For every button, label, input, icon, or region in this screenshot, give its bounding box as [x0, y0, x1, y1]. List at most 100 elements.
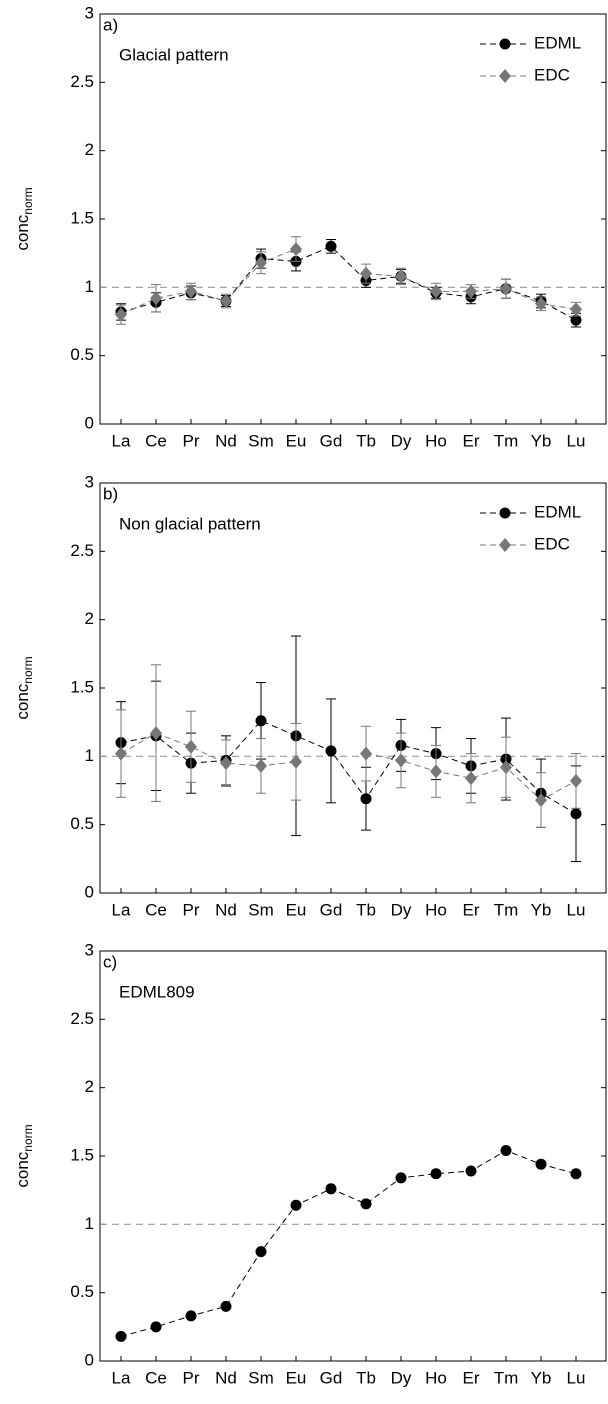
marker: [255, 758, 267, 773]
x-tick-label: Er: [463, 900, 480, 919]
panel: 0 0.5 1 1.5 2 2.5 3 La Ce Pr Nd Sm Eu Gd Tb Dy Ho Er Tm Yb L…: [13, 940, 607, 1387]
marker: [290, 754, 302, 769]
x-tick-label: Sm: [248, 900, 274, 919]
marker: [535, 793, 547, 808]
y-label-sub: norm: [21, 1124, 35, 1151]
x-tick-label: Tb: [356, 900, 376, 919]
x-tick-label: Ce: [145, 1368, 167, 1387]
x-tick-label: Er: [463, 1368, 480, 1387]
legend-marker: [499, 538, 511, 552]
axes-frame: [99, 950, 607, 1362]
x-tick-label: Ho: [425, 431, 447, 450]
y-tick-label: 3: [85, 940, 94, 959]
panel-label: b): [103, 484, 118, 503]
x-tick-label: Tb: [356, 1368, 376, 1387]
y-tick-label: 2: [85, 1077, 94, 1096]
marker: [115, 746, 127, 761]
marker: [500, 1145, 512, 1157]
marker: [220, 756, 232, 771]
marker: [220, 1300, 232, 1312]
marker: [255, 715, 267, 727]
x-tick-label: Nd: [215, 900, 237, 919]
x-tick-label: La: [112, 431, 131, 450]
marker: [430, 764, 442, 779]
x-tick-label: Eu: [286, 900, 307, 919]
x-tick-label: Gd: [320, 431, 343, 450]
x-tick-label: Sm: [248, 1368, 274, 1387]
marker: [465, 1165, 477, 1177]
marker: [360, 1198, 372, 1210]
marker: [465, 771, 477, 786]
y-label-sub: norm: [21, 656, 35, 683]
y-tick-label: 0.5: [70, 1282, 94, 1301]
x-tick-label: Ho: [425, 1368, 447, 1387]
y-tick-label: 3: [85, 472, 94, 491]
x-tick-label: Tm: [494, 431, 519, 450]
x-tick-label: Gd: [320, 900, 343, 919]
y-tick-label: 0: [85, 1350, 94, 1369]
x-tick-label: Lu: [567, 900, 586, 919]
marker: [185, 739, 197, 754]
marker: [150, 726, 162, 741]
x-tick-label: Ce: [145, 431, 167, 450]
y-tick-label: 3: [85, 3, 94, 22]
series-line: [120, 1149, 577, 1337]
marker: [395, 269, 407, 284]
marker: [290, 242, 302, 257]
y-tick-label: 0: [85, 882, 94, 901]
x-tick-label: Tm: [494, 900, 519, 919]
marker: [325, 1183, 337, 1195]
y-axis-label: concnorm: [13, 656, 35, 719]
marker: [570, 302, 582, 317]
marker: [570, 808, 582, 820]
x-tick-label: Pr: [183, 1368, 200, 1387]
marker: [360, 746, 372, 761]
x-tick-label: Gd: [320, 1368, 343, 1387]
marker: [570, 314, 582, 326]
panel: 0 0.5 1 1.5 2 2.5 3 La Ce Pr Nd Sm Eu Gd Tb Dy Ho Er Tm Yb L…: [13, 3, 607, 450]
marker: [290, 1199, 302, 1211]
x-tick-label: Pr: [183, 431, 200, 450]
marker: [430, 284, 442, 299]
y-tick-label: 0.5: [70, 814, 94, 833]
marker: [325, 240, 337, 252]
x-tick-label: Tb: [356, 431, 376, 450]
y-tick-label: 2: [85, 609, 94, 628]
x-tick-label: Dy: [391, 1368, 412, 1387]
axes-frame: [99, 482, 607, 894]
x-tick-label: Nd: [215, 431, 237, 450]
x-tick-label: Tm: [494, 1368, 519, 1387]
marker: [535, 296, 547, 311]
marker: [570, 773, 582, 788]
y-axis-label: concnorm: [13, 1124, 35, 1187]
y-tick-label: 0.5: [70, 345, 94, 364]
series-line: [120, 248, 577, 316]
y-label-sub: norm: [21, 187, 35, 214]
marker: [185, 284, 197, 299]
y-tick-label: 2.5: [70, 541, 94, 560]
y-tick-label: 1: [85, 277, 94, 296]
marker: [255, 1246, 267, 1258]
marker: [255, 255, 267, 270]
y-label-main: conc: [13, 1151, 32, 1187]
series-line: [120, 720, 577, 815]
x-tick-label: Dy: [391, 900, 412, 919]
x-tick-label: Lu: [567, 1368, 586, 1387]
panel-title: Glacial pattern: [119, 45, 229, 64]
y-tick-label: 2.5: [70, 72, 94, 91]
marker: [500, 760, 512, 775]
x-tick-label: Ce: [145, 900, 167, 919]
y-label-main: conc: [13, 214, 32, 250]
y-tick-label: 1.5: [70, 1145, 94, 1164]
panel-title: EDML809: [119, 982, 195, 1001]
marker: [150, 1321, 162, 1333]
y-axis-label: concnorm: [13, 187, 35, 250]
marker: [150, 291, 162, 306]
x-tick-label: La: [112, 900, 131, 919]
x-tick-label: Pr: [183, 900, 200, 919]
x-tick-label: Ho: [425, 900, 447, 919]
marker: [220, 294, 232, 308]
legend-marker: [499, 69, 511, 83]
marker: [115, 307, 127, 322]
